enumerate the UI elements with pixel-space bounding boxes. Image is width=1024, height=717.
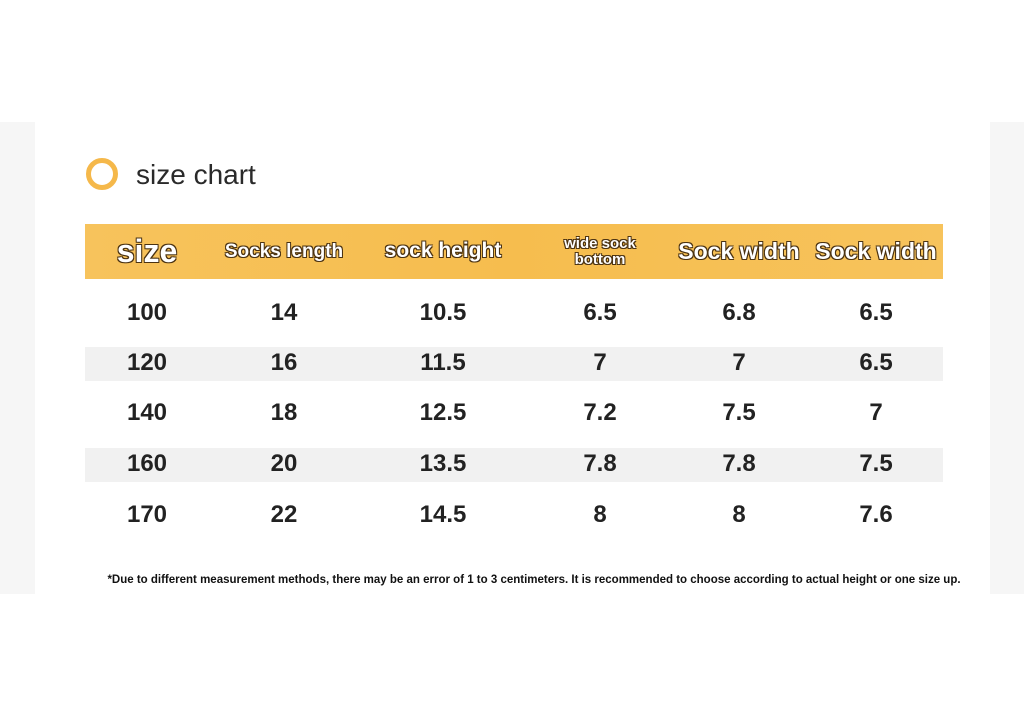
table-cell: 6.5 [859,299,893,326]
table-cell: 7 [732,349,746,376]
table-cell: 13.5 [419,450,467,477]
table-cell: 7 [593,349,607,376]
table-cell: 120 [126,349,168,376]
row-stripe [85,347,943,381]
side-band [0,122,35,594]
table-cell: 8 [593,501,607,528]
table-cell: 20 [270,450,298,477]
table-cell: 7.5 [722,399,756,426]
table-cell: 16 [270,349,298,376]
table-cell: 18 [270,399,298,426]
header-cell: wide sock bottom [564,234,636,268]
table-cell: 7.6 [859,501,893,528]
table-cell: 14 [270,299,298,326]
header-cell: Socks length [224,240,344,262]
table-cell: 160 [126,450,168,477]
header-cell: Sock width [678,238,800,265]
table-cell: 7.8 [722,450,756,477]
row-stripe [85,448,943,482]
table-cell: 100 [126,299,168,326]
table-cell: 7 [869,399,883,426]
header-cell: sock height [384,239,502,263]
table-cell: 6.5 [583,299,617,326]
table-cell: 14.5 [419,501,467,528]
table-cell: 6.8 [722,299,756,326]
header-cell: size [116,232,178,269]
table-cell: 22 [270,501,298,528]
table-cell: 6.5 [859,349,893,376]
header-cell: Sock width [815,238,937,265]
table-cell: 170 [126,501,168,528]
table-cell: 7.2 [583,399,617,426]
note: *Due to different measurement methods, t… [107,574,961,586]
table-cell: 11.5 [420,349,466,376]
table-cell: 140 [126,399,168,426]
table-cell: 8 [732,501,746,528]
table-cell: 12.5 [419,399,467,426]
title: size chart [136,159,256,190]
title-icon [86,158,118,190]
table-cell: 10.5 [419,299,467,326]
table-cell: 7.5 [859,450,893,477]
table-cell: 7.8 [583,450,617,477]
side-band [990,122,1024,594]
header-bar [85,224,943,279]
